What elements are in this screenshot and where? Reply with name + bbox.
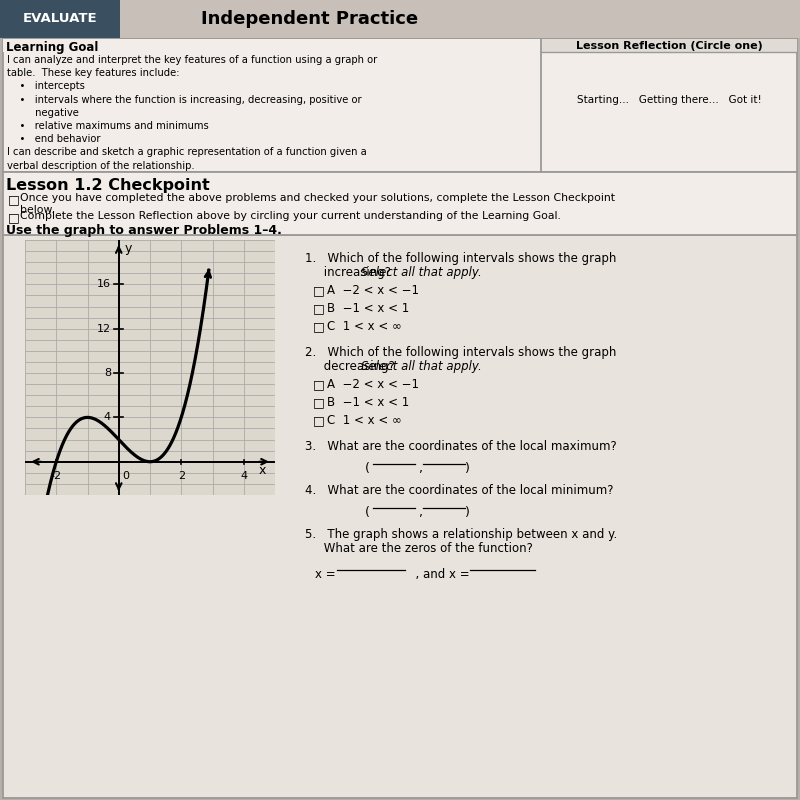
Text: Starting...   Getting there...   Got it!: Starting... Getting there... Got it!	[577, 95, 762, 105]
Bar	[0, 0, 800, 38]
Text: -2: -2	[50, 470, 62, 481]
Text: What are the zeros of the function?: What are the zeros of the function?	[305, 542, 533, 555]
Text: □: □	[8, 211, 20, 224]
Text: increasing?: increasing?	[305, 266, 394, 279]
Text: below.: below.	[20, 205, 54, 215]
Text: □: □	[313, 320, 325, 333]
Text: Learning Goal: Learning Goal	[6, 41, 98, 54]
Text: I can describe and sketch a graphic representation of a function given a: I can describe and sketch a graphic repr…	[7, 147, 366, 158]
Text: y: y	[125, 242, 132, 255]
Text: Use the graph to answer Problems 1–4.: Use the graph to answer Problems 1–4.	[6, 224, 282, 237]
Text: A  −2 < x < −1: A −2 < x < −1	[327, 378, 419, 391]
Text: 8: 8	[104, 368, 111, 378]
Bar	[3, 172, 797, 235]
Text: Once you have completed the above problems and checked your solutions, complete : Once you have completed the above proble…	[20, 193, 615, 203]
Text: 1.   Which of the following intervals shows the graph: 1. Which of the following intervals show…	[305, 252, 616, 265]
Text: x: x	[259, 464, 266, 477]
Text: 16: 16	[97, 279, 111, 290]
Text: A  −2 < x < −1: A −2 < x < −1	[327, 284, 419, 297]
Text: 0: 0	[122, 470, 129, 481]
Text: 5.   The graph shows a relationship between x and y.: 5. The graph shows a relationship betwee…	[305, 528, 618, 541]
Bar	[3, 39, 797, 172]
Text: 4: 4	[104, 412, 111, 422]
Text: 4: 4	[240, 470, 247, 481]
Text: I can analyze and interpret the key features of a function using a graph or: I can analyze and interpret the key feat…	[7, 55, 378, 65]
Text: •   relative maximums and minimums: • relative maximums and minimums	[7, 121, 209, 131]
Text: •   intercepts: • intercepts	[7, 82, 85, 91]
Bar	[541, 39, 797, 52]
Text: Lesson Reflection (Circle one): Lesson Reflection (Circle one)	[576, 41, 762, 51]
Text: Lesson 1.2 Checkpoint: Lesson 1.2 Checkpoint	[6, 178, 210, 193]
Text: Select all that apply.: Select all that apply.	[361, 360, 482, 373]
Text: C  1 < x < ∞: C 1 < x < ∞	[327, 414, 402, 427]
Text: Independent Practice: Independent Practice	[202, 10, 418, 28]
Text: B  −1 < x < 1: B −1 < x < 1	[327, 302, 410, 315]
Text: table.  These key features include:: table. These key features include:	[7, 68, 179, 78]
Text: □: □	[313, 396, 325, 409]
Text: C  1 < x < ∞: C 1 < x < ∞	[327, 320, 402, 333]
Text: ,: ,	[415, 462, 423, 475]
Text: ): )	[465, 506, 470, 519]
Text: 3.   What are the coordinates of the local maximum?: 3. What are the coordinates of the local…	[305, 440, 617, 453]
Text: , and x =: , and x =	[408, 568, 474, 581]
Text: □: □	[313, 414, 325, 427]
Bar	[3, 235, 797, 798]
Text: B  −1 < x < 1: B −1 < x < 1	[327, 396, 410, 409]
Text: 2: 2	[178, 470, 185, 481]
Text: Complete the Lesson Reflection above by circling your current understanding of t: Complete the Lesson Reflection above by …	[20, 211, 561, 221]
Text: □: □	[313, 378, 325, 391]
Text: ,: ,	[415, 506, 423, 519]
Text: □: □	[313, 302, 325, 315]
Bar	[0, 0, 120, 38]
Text: EVALUATE: EVALUATE	[22, 13, 98, 26]
Text: ): )	[465, 462, 470, 475]
Text: 2.   Which of the following intervals shows the graph: 2. Which of the following intervals show…	[305, 346, 616, 359]
Text: Select all that apply.: Select all that apply.	[361, 266, 482, 279]
Text: negative: negative	[7, 108, 79, 118]
Text: (: (	[365, 462, 370, 475]
Text: x =: x =	[315, 568, 339, 581]
Text: 4.   What are the coordinates of the local minimum?: 4. What are the coordinates of the local…	[305, 484, 614, 497]
Text: •   end behavior: • end behavior	[7, 134, 101, 144]
Text: •   intervals where the function is increasing, decreasing, positive or: • intervals where the function is increa…	[7, 94, 362, 105]
Text: (: (	[365, 506, 370, 519]
Text: 12: 12	[97, 324, 111, 334]
Bar	[3, 39, 541, 52]
Text: verbal description of the relationship.: verbal description of the relationship.	[7, 161, 194, 170]
Text: □: □	[8, 193, 20, 206]
Text: decreasing?: decreasing?	[305, 360, 398, 373]
Text: □: □	[313, 284, 325, 297]
